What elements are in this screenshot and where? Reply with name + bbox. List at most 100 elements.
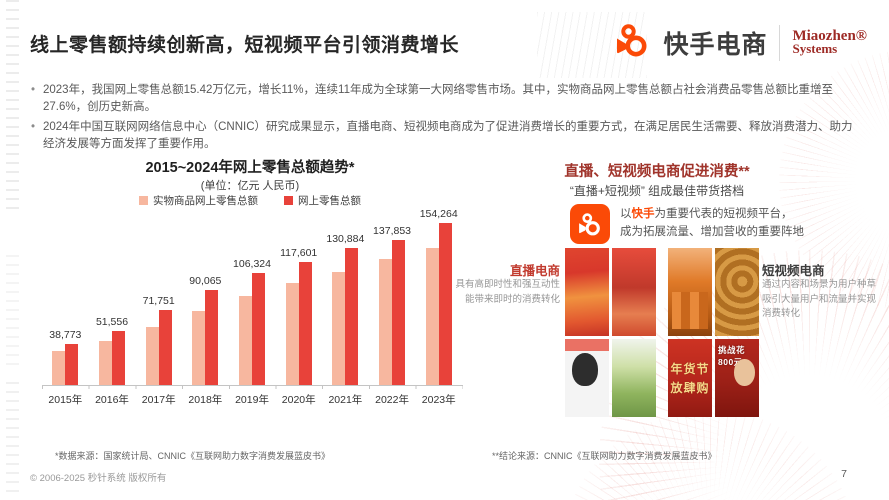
callout-line2: 成为拓展流量、增加营收的重要阵地 (620, 226, 804, 238)
conclusion-source-footnote: **结论来源：CNNIC《互联网助力数字消费发展蓝皮书》 (492, 451, 717, 461)
bar-group-2018年: 90,065 (182, 217, 229, 385)
left-edge-watermark (6, 255, 19, 370)
sv-desc-line: 吸引大量用户和流量并实现 (762, 293, 877, 305)
live-commerce-description: 具有高即时性和强互动性 能带来即时的消费转化 (448, 278, 560, 307)
bar-value-label: 38,773 (49, 329, 82, 342)
bar-实物商品网上零售总额 (425, 248, 439, 385)
festival-poster: 年货节 放肆购 (668, 339, 712, 417)
legend-swatch-salmon (139, 196, 148, 205)
live-commerce-label: 直播电商 (509, 264, 560, 278)
chart-plot: 38,773 51,556 71,751 90,065 106,324 117,601 13… (42, 208, 462, 385)
kuaishou-app-icon (570, 204, 610, 244)
legend-label: 实物商品网上零售总额 (153, 195, 258, 207)
bar-网上零售总额 (438, 223, 452, 385)
brand-logos: 快手电商 Miaozhen® Systems (615, 22, 867, 63)
livestream-screenshot (565, 248, 609, 336)
x-axis-tick-label: 2022年 (375, 394, 409, 406)
bar-value-label: 51,556 (95, 315, 129, 328)
bar-实物商品网上零售总额 (52, 350, 66, 385)
poster-text-line2: 放肆购 (670, 381, 710, 395)
bar-网上零售总额 (112, 330, 125, 385)
bar-value-label: 137,853 (373, 225, 412, 238)
page-number: 7 (841, 468, 847, 480)
left-edge-watermark (6, 382, 19, 492)
sv-desc-line: 消费转化 (762, 308, 801, 320)
callout-brand: 快手 (631, 208, 655, 221)
callout-line1-rest: 为重要代表的短视频平台， (654, 208, 793, 221)
bar-value-label: 154,264 (419, 208, 458, 221)
legend-item-online-retail-total: 网上零售总额 (284, 193, 361, 208)
x-axis-tick-label: 2018年 (188, 394, 223, 406)
livestream-screenshot (612, 339, 656, 417)
bar-group-2020年: 117,601 (275, 217, 322, 385)
chart-source-footnote: *数据来源：国家统计局、CNNIC《互联网助力数字消费发展蓝皮书》 (55, 451, 331, 461)
callout-text: 以快手为重要代表的短视频平台， 成为拓展流量、增加营收的重要阵地 (620, 206, 804, 242)
product-boxes (671, 292, 709, 329)
livestream-screenshot (612, 248, 656, 336)
livestream-screenshot (565, 339, 609, 417)
bar-value-label: 117,601 (280, 246, 318, 259)
bar-group-2017年: 71,751 (135, 217, 182, 385)
miaozhen-logo: Miaozhen® Systems (792, 29, 867, 56)
right-panel-title: 直播、短视频电商促进消费** (564, 164, 750, 180)
bar-实物商品网上零售总额 (239, 295, 253, 385)
bar-实物商品网上零售总额 (145, 327, 159, 385)
bar-group-2016年: 51,556 (89, 217, 136, 385)
chart-x-axis-ticks (42, 385, 463, 389)
legend-label: 网上零售总额 (298, 195, 361, 207)
right-panel-subtitle: “直播+短视频” 组成最佳带货搭档 (569, 184, 745, 198)
bar-实物商品网上零售总额 (379, 259, 393, 385)
sv-desc-line: 通过内容和场景为用户种草 (762, 279, 877, 290)
x-axis-tick-label: 2019年 (235, 394, 269, 406)
page-title: 线上零售额持续创新高，短视频平台引领消费增长 (30, 35, 460, 56)
bar-group-2019年: 106,324 (229, 217, 276, 385)
bar-网上零售总额 (252, 273, 266, 385)
x-axis-tick-label: 2023年 (421, 394, 456, 406)
bullet-item: 2024年中国互联网网络信息中心（CNNIC）研究成果显示，直播电商、短视频电商… (30, 119, 862, 154)
live-desc-line: 具有高即时性和强互动性 (455, 279, 560, 290)
live-desc-line: 能带来即时的消费转化 (464, 293, 560, 305)
bar-实物商品网上零售总额 (99, 341, 112, 385)
bar-group-2021年: 130,884 (322, 217, 369, 385)
kuaishou-wordmark: 快手电商 (663, 30, 768, 59)
legend-item-physical-goods: 实物商品网上零售总额 (139, 193, 258, 208)
left-edge-watermark (6, 0, 19, 215)
copyright-notice: © 2006-2025 秒针系统 版权所有 (30, 473, 167, 484)
miaozhen-logo-line1: Miaozhen® (792, 28, 867, 45)
bar-value-label: 71,751 (142, 294, 175, 307)
chart-x-axis-labels: 2015年 2016年 2017年 2018年 2019年 2020年 2021年 2022年… (42, 392, 462, 407)
x-axis-tick-label: 2016年 (95, 394, 129, 406)
miaozhen-logo-line2: Systems (792, 41, 838, 57)
bar-网上零售总额 (345, 247, 359, 385)
bar-实物商品网上零售总额 (285, 282, 299, 385)
callout-prefix: 以 (620, 208, 632, 221)
short-video-screenshot-collage: 年货节 放肆购 挑战花800元 (668, 248, 759, 418)
bar-网上零售总额 (158, 309, 172, 385)
logo-divider (779, 24, 781, 61)
short-video-commerce-label: 短视频电商 (762, 264, 825, 278)
bar-value-label: 130,884 (326, 232, 365, 245)
bar-网上零售总额 (392, 240, 406, 385)
challenge-text: 挑战花800元 (718, 345, 746, 367)
bar-实物商品网上零售总额 (332, 271, 346, 385)
bar-网上零售总额 (65, 344, 79, 385)
kuaishou-callout: 以快手为重要代表的短视频平台， 成为拓展流量、增加营收的重要阵地 (570, 204, 804, 244)
x-axis-tick-label: 2020年 (281, 394, 316, 406)
creator-portrait (734, 359, 755, 386)
intro-bullets: 2023年，我国网上零售总额15.42万亿元，增长11%，连续11年成为全球第一… (30, 82, 862, 155)
x-axis-tick-label: 2021年 (328, 394, 363, 406)
legend-swatch-red (284, 196, 293, 205)
short-video-screenshot (715, 248, 759, 336)
short-video-screenshot: 挑战花800元 (715, 339, 759, 417)
bar-group-2023年: 154,264 (415, 208, 462, 385)
short-video-screenshot (668, 248, 712, 336)
bar-value-label: 90,065 (189, 275, 222, 288)
poster-text-line1: 年货节 (670, 362, 710, 376)
host-portrait (572, 353, 598, 386)
x-axis-tick-label: 2015年 (48, 394, 83, 406)
live-commerce-screenshot-collage (565, 248, 656, 418)
chart-unit-subtitle: (单位：亿元 人民币) (200, 180, 300, 192)
bar-group-2015年: 38,773 (42, 217, 89, 385)
chart-legend: 实物商品网上零售总额 网上零售总额 (30, 193, 470, 208)
